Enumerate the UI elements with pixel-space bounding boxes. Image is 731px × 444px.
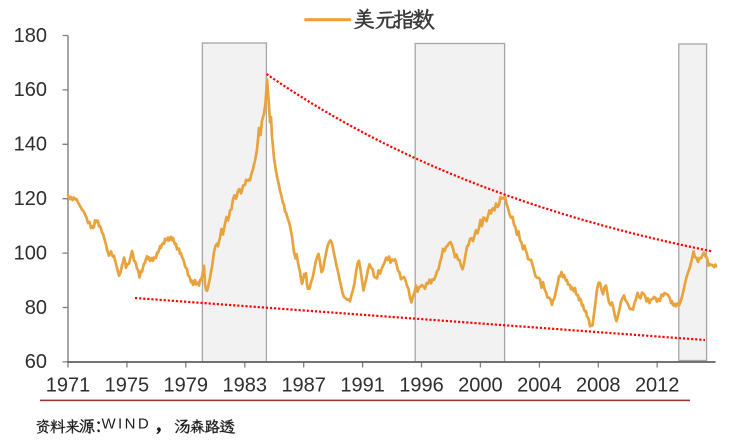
- svg-text:100: 100: [14, 242, 47, 264]
- svg-text:2012: 2012: [635, 375, 680, 397]
- svg-text:140: 140: [14, 134, 47, 156]
- svg-text:180: 180: [14, 25, 47, 47]
- svg-text:160: 160: [14, 79, 47, 101]
- svg-text:1996: 1996: [399, 375, 444, 397]
- svg-text:1991: 1991: [340, 375, 385, 397]
- svg-text:1971: 1971: [46, 375, 91, 397]
- svg-text:WIND: WIND: [102, 416, 152, 433]
- svg-text:2008: 2008: [576, 375, 621, 397]
- svg-text:60: 60: [25, 351, 47, 373]
- svg-text:2000: 2000: [458, 375, 503, 397]
- svg-text:120: 120: [14, 188, 47, 210]
- svg-text:1975: 1975: [105, 375, 150, 397]
- svg-text:2004: 2004: [517, 375, 562, 397]
- svg-text:80: 80: [25, 297, 47, 319]
- svg-text:1979: 1979: [164, 375, 209, 397]
- svg-text:1987: 1987: [281, 375, 326, 397]
- svg-text:1983: 1983: [223, 375, 268, 397]
